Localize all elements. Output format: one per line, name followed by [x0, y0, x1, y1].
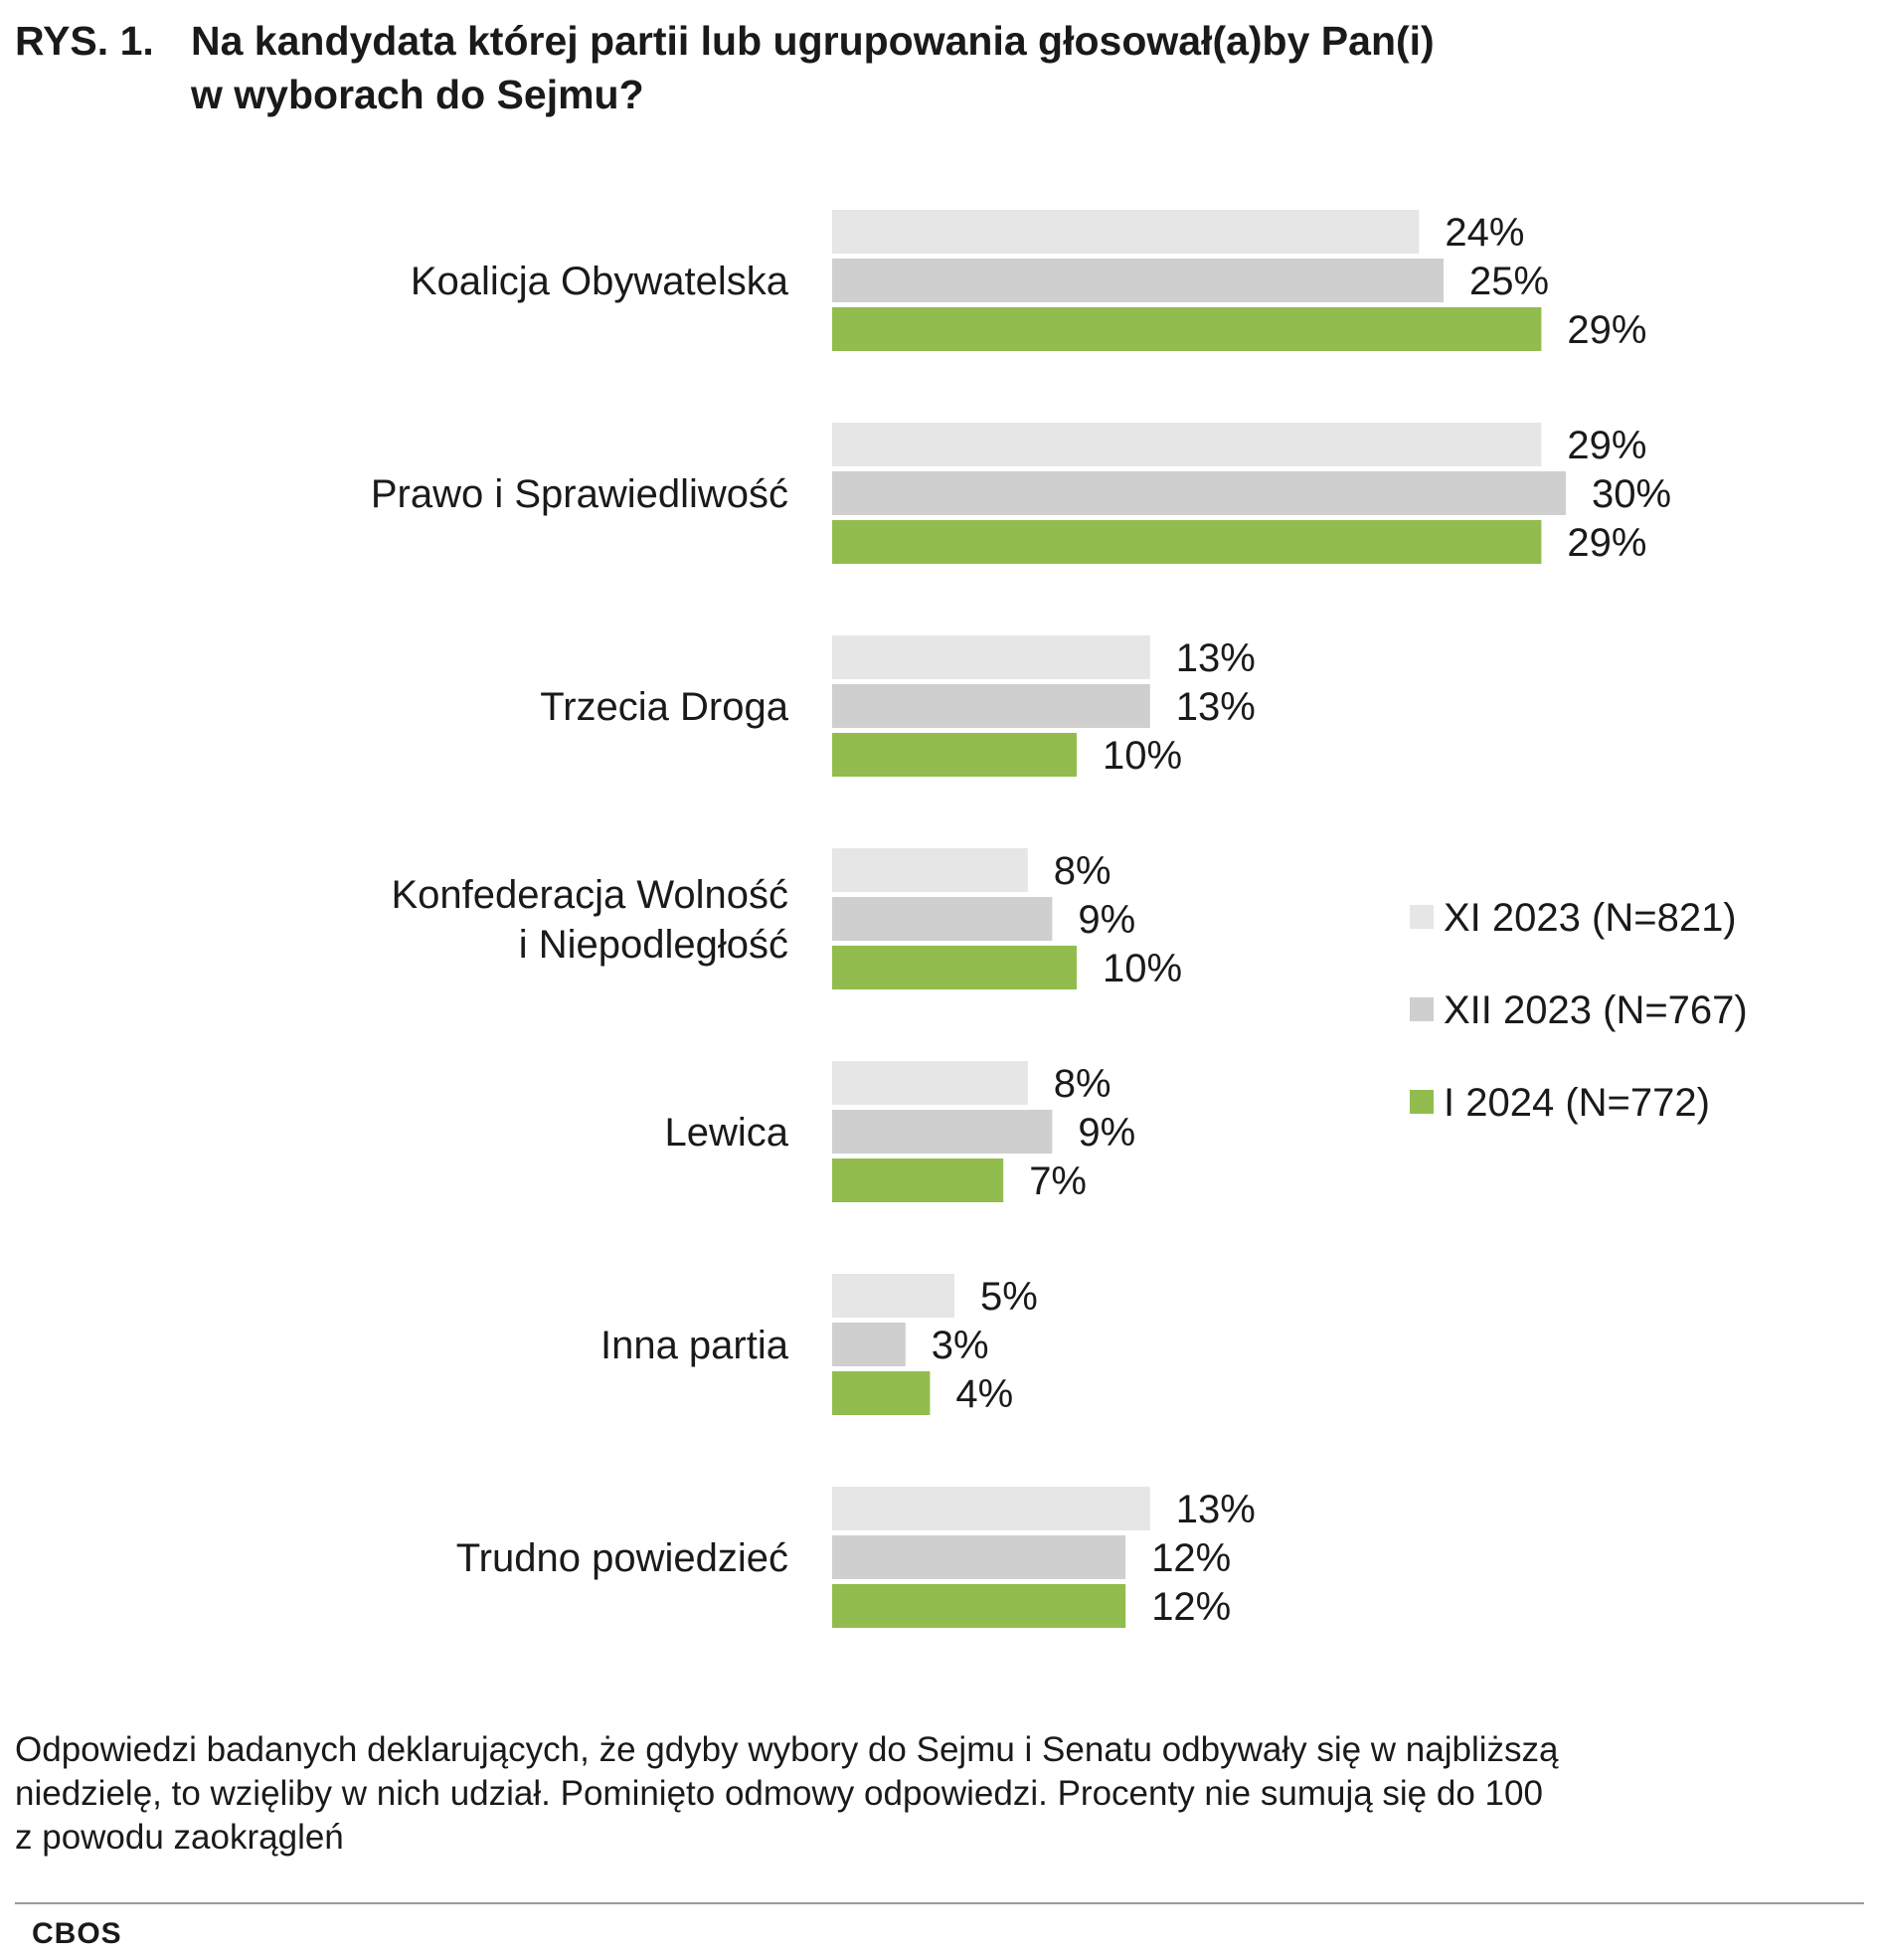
category-label: Koalicja Obywatelska — [411, 260, 789, 303]
bar — [832, 471, 1566, 515]
data-label: 12% — [1151, 1585, 1231, 1629]
bar — [832, 423, 1542, 466]
bar — [832, 897, 1053, 941]
category-label: Trzecia Droga — [540, 685, 788, 729]
legend-swatch — [1410, 1090, 1434, 1114]
bar — [832, 946, 1077, 989]
bar — [832, 210, 1420, 254]
legend-label: XII 2023 (N=767) — [1444, 988, 1748, 1032]
legend-swatch — [1410, 905, 1434, 929]
data-label: 13% — [1176, 636, 1256, 680]
data-label: 24% — [1445, 211, 1524, 255]
legend-label: XI 2023 (N=821) — [1444, 896, 1737, 940]
data-label: 29% — [1567, 521, 1646, 565]
bar-chart: Koalicja Obywatelska 24% 25% 29% Prawo i Spr… — [371, 210, 1748, 1629]
data-label: 5% — [980, 1275, 1038, 1319]
category-label: i Niepodległość — [519, 923, 788, 967]
data-label: 4% — [955, 1372, 1013, 1416]
data-label: 13% — [1176, 685, 1256, 729]
source-label: CBOS — [32, 1917, 122, 1950]
data-label: 25% — [1469, 260, 1549, 303]
figure-title: Na kandydata której partii lub ugrupowan… — [191, 18, 1435, 117]
bar — [832, 1061, 1028, 1105]
bar — [832, 1274, 954, 1318]
data-label: 3% — [932, 1324, 989, 1367]
category-label: Trudno powiedzieć — [456, 1536, 788, 1580]
footnote: Odpowiedzi badanych deklarujących, że gd… — [15, 1730, 1559, 1857]
bar — [832, 1584, 1126, 1628]
figure-number: RYS. 1. — [15, 18, 154, 64]
data-label: 12% — [1151, 1536, 1231, 1580]
legend-swatch — [1410, 997, 1434, 1021]
legend-label: I 2024 (N=772) — [1444, 1081, 1710, 1125]
bar — [832, 684, 1150, 728]
data-label: 30% — [1592, 472, 1671, 516]
data-label: 8% — [1054, 849, 1111, 893]
category-label: Konfederacja Wolność — [392, 873, 789, 917]
data-label: 10% — [1103, 734, 1182, 778]
data-label: 13% — [1176, 1488, 1256, 1531]
bar — [832, 520, 1542, 564]
data-label: 29% — [1567, 424, 1646, 467]
bar — [832, 1110, 1053, 1154]
data-label: 8% — [1054, 1062, 1111, 1106]
divider — [15, 1902, 1864, 1904]
category-label: Prawo i Sprawiedliwość — [371, 472, 788, 516]
bar — [832, 848, 1028, 892]
data-label: 9% — [1078, 1111, 1135, 1155]
bar — [832, 1158, 1004, 1202]
bar — [832, 307, 1542, 351]
bar — [832, 635, 1150, 679]
data-label: 7% — [1029, 1159, 1087, 1203]
category-label: Inna partia — [600, 1324, 789, 1367]
bar — [832, 733, 1077, 777]
data-label: 10% — [1103, 947, 1182, 990]
bar — [832, 1535, 1126, 1579]
data-label: 29% — [1567, 308, 1646, 352]
bar — [832, 1323, 906, 1366]
data-label: 9% — [1078, 898, 1135, 942]
bar — [832, 1371, 931, 1415]
bar — [832, 1487, 1150, 1530]
category-label: Lewica — [664, 1111, 788, 1155]
bar — [832, 259, 1444, 302]
